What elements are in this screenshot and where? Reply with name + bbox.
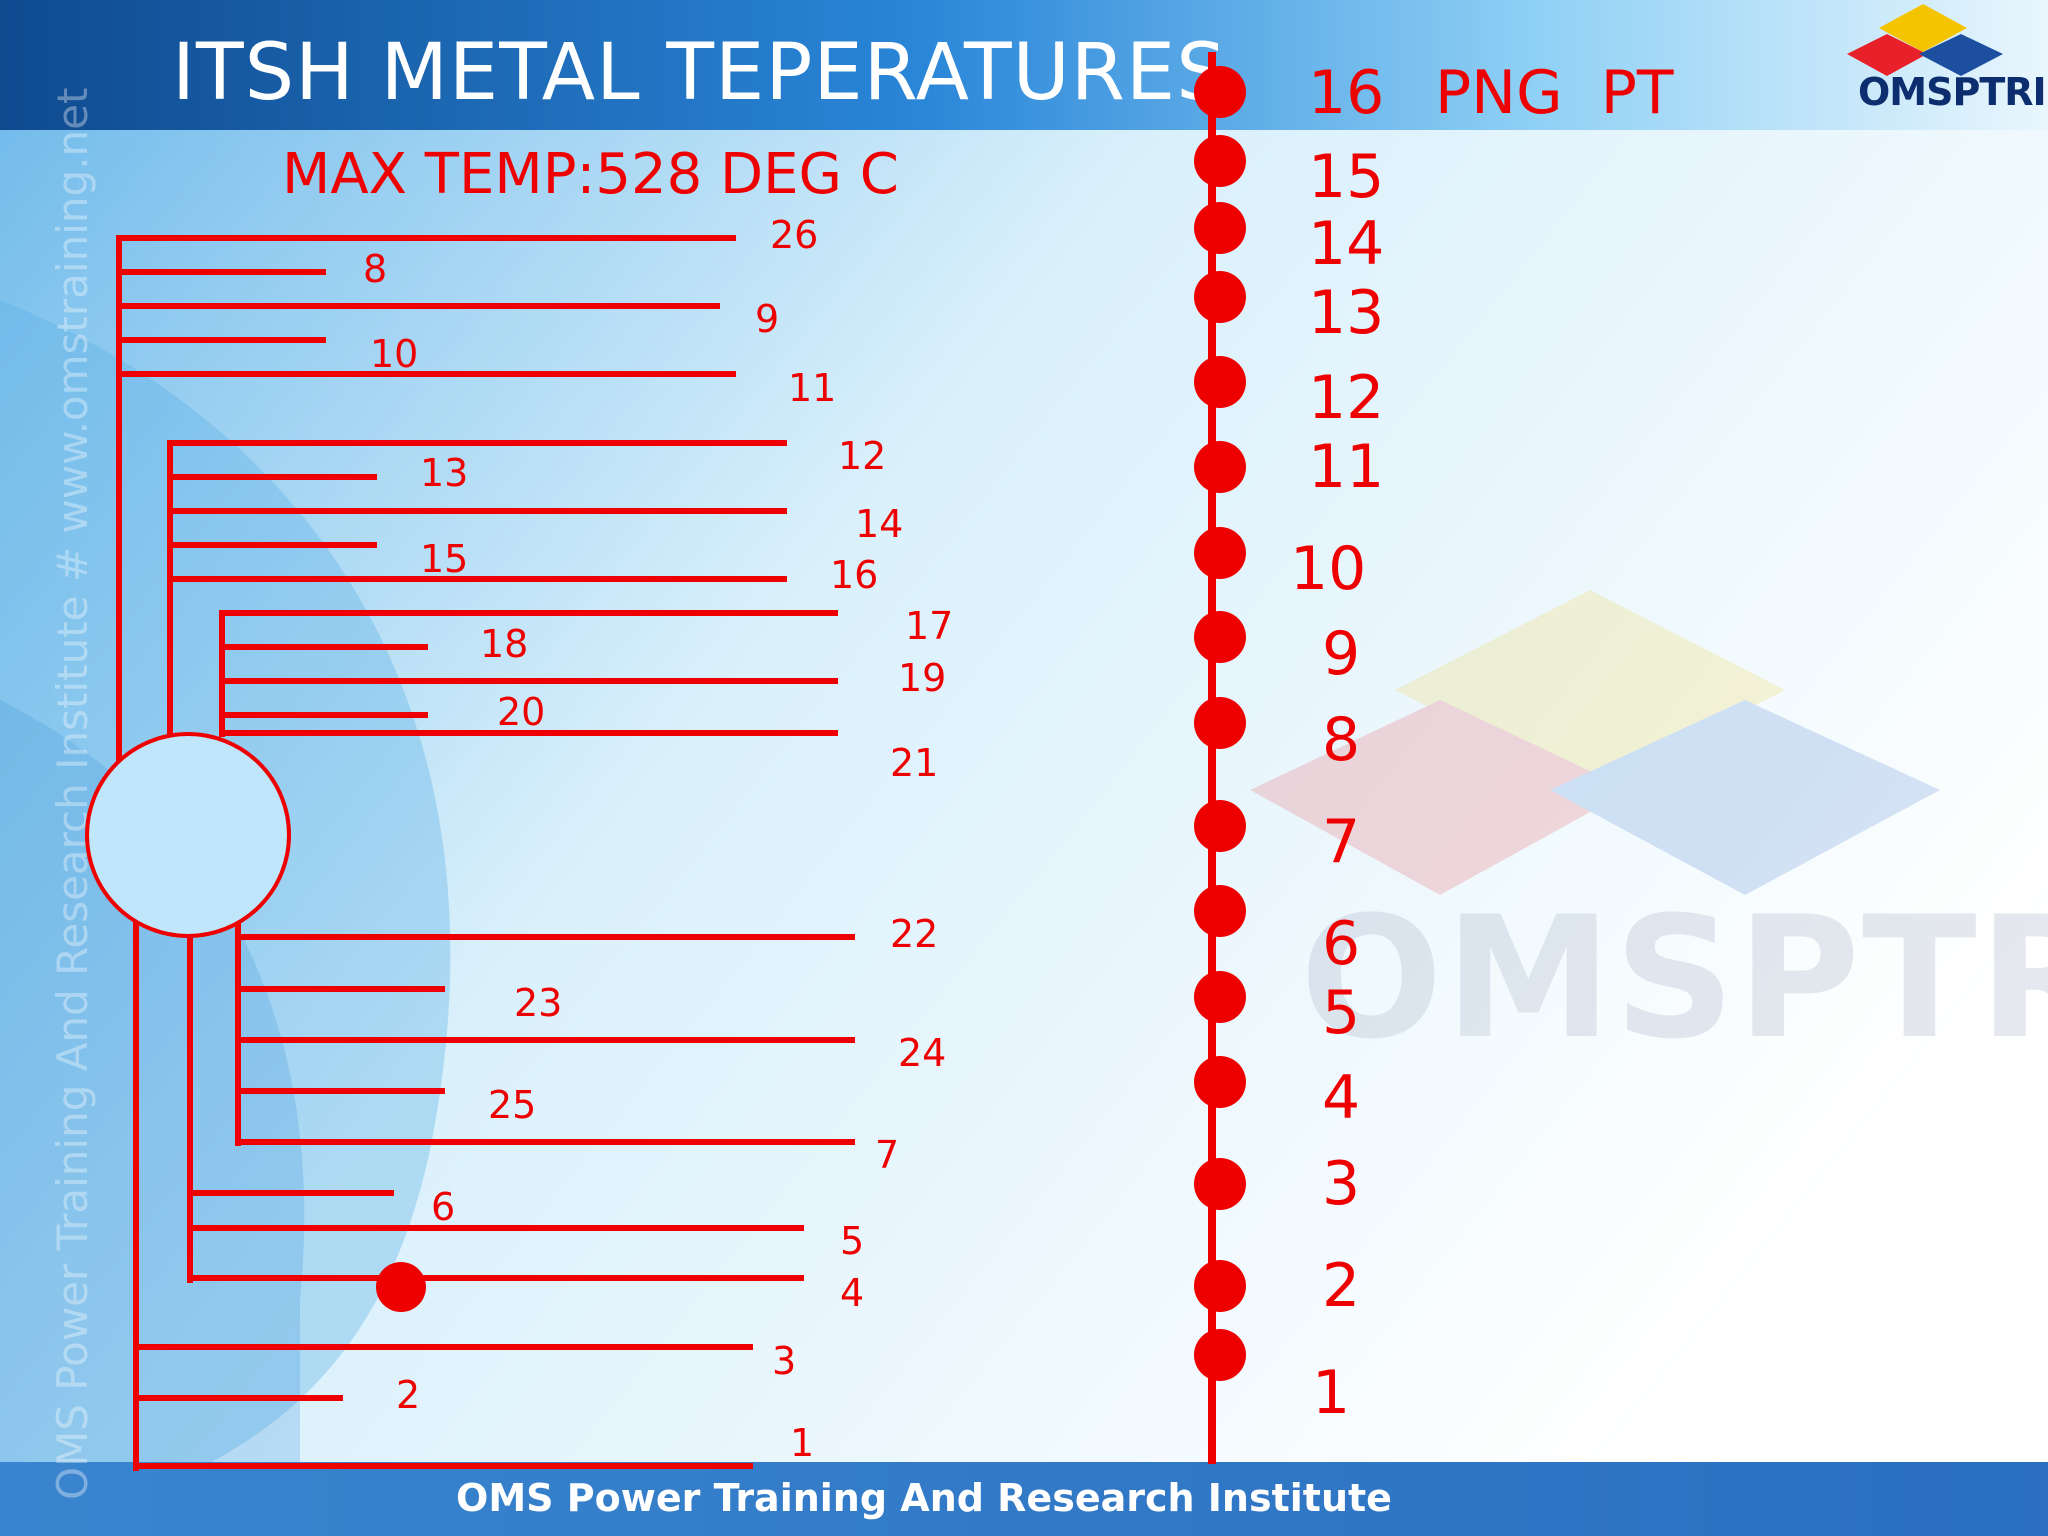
tube-4-marker-dot (376, 1262, 426, 1312)
tube-label-21: 21 (890, 741, 938, 785)
png-pt-label-9: 9 (1322, 619, 1360, 689)
png-pt-dot-8 (1194, 697, 1246, 749)
png-pt-dot-7 (1194, 800, 1246, 852)
tube-label-18: 18 (480, 622, 528, 666)
tube-label-6: 6 (431, 1185, 455, 1229)
png-pt-dot-10 (1194, 527, 1246, 579)
tube-label-9: 9 (755, 297, 779, 341)
tube-label-20: 20 (497, 690, 545, 734)
tube-label-25: 25 (488, 1083, 536, 1127)
drum-circle (85, 732, 291, 938)
png-pt-label-12: 12 (1308, 363, 1384, 433)
footer-bar (0, 1462, 2048, 1536)
png-pt-label-14: 14 (1308, 209, 1384, 279)
logo-text: OMSPTRI (1858, 70, 2047, 114)
png-pt-label-11: 11 (1308, 432, 1384, 502)
png-pt-label-10: 10 (1290, 534, 1366, 604)
tube-label-12: 12 (838, 434, 886, 478)
png-pt-label-8: 8 (1322, 705, 1360, 775)
png-pt-dot-1 (1194, 1329, 1246, 1381)
png-pt-dot-4 (1194, 1056, 1246, 1108)
png-pt-dot-3 (1194, 1158, 1246, 1210)
tube-label-26: 26 (770, 213, 818, 257)
png-pt-dot-14 (1194, 202, 1246, 254)
max-temp-subtitle: MAX TEMP:528 DEG C (282, 142, 899, 207)
png-pt-dot-12 (1194, 356, 1246, 408)
png-pt-dot-5 (1194, 971, 1246, 1023)
png-pt-dot-9 (1194, 611, 1246, 663)
png-pt-header-label: PNG PT (1435, 58, 1674, 128)
tube-label-3: 3 (772, 1339, 796, 1383)
png-pt-label-13: 13 (1308, 278, 1384, 348)
png-pt-dot-11 (1194, 441, 1246, 493)
tube-label-17: 17 (905, 604, 953, 648)
logo-icon (1847, 4, 2003, 76)
png-pt-dot-2 (1194, 1260, 1246, 1312)
tube-label-16: 16 (830, 553, 878, 597)
tube-label-22: 22 (890, 912, 938, 956)
footer-text: OMS Power Training And Research Institut… (456, 1476, 1392, 1520)
png-pt-label-5: 5 (1322, 978, 1360, 1048)
png-pt-dot-15 (1194, 135, 1246, 187)
png-pt-dot-6 (1194, 885, 1246, 937)
png-pt-label-2: 2 (1322, 1251, 1360, 1321)
png-pt-dot-16 (1194, 66, 1246, 118)
tube-label-2: 2 (396, 1373, 420, 1417)
tube-label-11: 11 (788, 366, 836, 410)
tube-label-1: 1 (790, 1421, 814, 1465)
slide-title: ITSH METAL TEPERATURES (172, 28, 1227, 118)
background-logo-watermark: OMSPTRI (1300, 880, 2048, 1076)
png-pt-label-1: 1 (1312, 1358, 1350, 1428)
tube-label-10: 10 (370, 332, 418, 376)
png-pt-dot-13 (1194, 271, 1246, 323)
tube-label-4: 4 (840, 1271, 864, 1315)
tube-label-7: 7 (875, 1133, 899, 1177)
tube-label-19: 19 (898, 656, 946, 700)
png-pt-label-4: 4 (1322, 1063, 1360, 1133)
png-pt-label-16: 16 (1308, 58, 1384, 128)
tube-label-15: 15 (420, 537, 468, 581)
tube-label-24: 24 (898, 1031, 946, 1075)
tube-label-13: 13 (420, 451, 468, 495)
tube-label-14: 14 (855, 502, 903, 546)
tube-label-8: 8 (363, 247, 387, 291)
png-pt-label-7: 7 (1322, 807, 1360, 877)
png-pt-label-6: 6 (1322, 909, 1360, 979)
tube-label-23: 23 (514, 981, 562, 1025)
png-pt-label-3: 3 (1322, 1149, 1360, 1219)
png-pt-label-15: 15 (1308, 142, 1384, 212)
tube-label-5: 5 (840, 1219, 864, 1263)
